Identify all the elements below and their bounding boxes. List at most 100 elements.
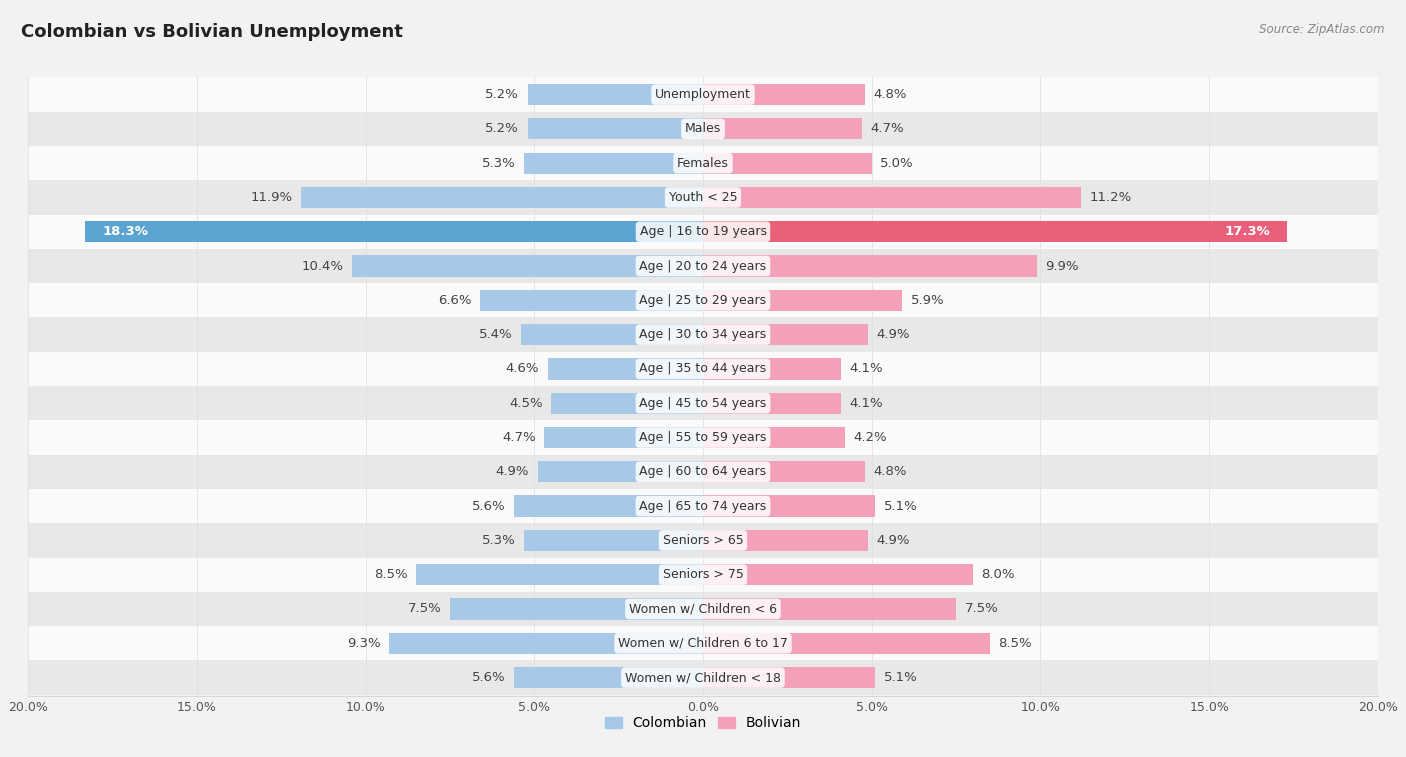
Text: Age | 30 to 34 years: Age | 30 to 34 years (640, 328, 766, 341)
Bar (703, 496, 875, 517)
Text: Youth < 25: Youth < 25 (669, 191, 737, 204)
Text: 8.5%: 8.5% (998, 637, 1032, 650)
Text: 7.5%: 7.5% (408, 603, 441, 615)
Text: 4.1%: 4.1% (849, 363, 883, 375)
Text: 4.9%: 4.9% (496, 466, 529, 478)
Bar (28, 249, 1378, 283)
Bar (520, 324, 703, 345)
Text: 5.4%: 5.4% (478, 328, 512, 341)
Text: 11.2%: 11.2% (1090, 191, 1132, 204)
Bar (548, 358, 703, 379)
Text: Unemployment: Unemployment (655, 88, 751, 101)
Bar (703, 461, 865, 482)
Text: 5.2%: 5.2% (485, 88, 519, 101)
Text: 4.8%: 4.8% (873, 466, 907, 478)
Bar (703, 255, 1038, 276)
Bar (703, 393, 841, 414)
Bar (537, 461, 703, 482)
Bar (481, 290, 703, 311)
Bar (703, 84, 865, 105)
Text: 5.2%: 5.2% (485, 123, 519, 136)
Text: 9.3%: 9.3% (347, 637, 381, 650)
Bar (28, 386, 1378, 420)
Text: 5.6%: 5.6% (472, 500, 506, 512)
Bar (28, 558, 1378, 592)
Bar (28, 523, 1378, 558)
Text: 4.6%: 4.6% (506, 363, 540, 375)
Text: Age | 20 to 24 years: Age | 20 to 24 years (640, 260, 766, 273)
Bar (301, 187, 703, 208)
Text: 4.2%: 4.2% (853, 431, 887, 444)
Text: Colombian vs Bolivian Unemployment: Colombian vs Bolivian Unemployment (21, 23, 404, 41)
Text: Women w/ Children 6 to 17: Women w/ Children 6 to 17 (619, 637, 787, 650)
Bar (703, 152, 872, 174)
Text: 5.3%: 5.3% (482, 534, 516, 547)
Text: Age | 25 to 29 years: Age | 25 to 29 years (640, 294, 766, 307)
Bar (28, 489, 1378, 523)
Text: Age | 35 to 44 years: Age | 35 to 44 years (640, 363, 766, 375)
Text: 6.6%: 6.6% (439, 294, 472, 307)
Bar (28, 283, 1378, 317)
Bar (703, 290, 903, 311)
Bar (524, 152, 703, 174)
Text: 4.7%: 4.7% (502, 431, 536, 444)
Bar (86, 221, 703, 242)
Bar (28, 352, 1378, 386)
Bar (450, 598, 703, 620)
Bar (389, 633, 703, 654)
Bar (544, 427, 703, 448)
Bar (515, 496, 703, 517)
Bar (703, 358, 841, 379)
Text: Males: Males (685, 123, 721, 136)
Text: Females: Females (678, 157, 728, 170)
Bar (703, 427, 845, 448)
Bar (416, 564, 703, 585)
Bar (28, 180, 1378, 214)
Text: 4.5%: 4.5% (509, 397, 543, 410)
Text: Age | 65 to 74 years: Age | 65 to 74 years (640, 500, 766, 512)
Bar (703, 118, 862, 139)
Text: 4.8%: 4.8% (873, 88, 907, 101)
Text: Age | 60 to 64 years: Age | 60 to 64 years (640, 466, 766, 478)
Text: Age | 16 to 19 years: Age | 16 to 19 years (640, 226, 766, 238)
Text: Source: ZipAtlas.com: Source: ZipAtlas.com (1260, 23, 1385, 36)
Text: 4.7%: 4.7% (870, 123, 904, 136)
Bar (28, 660, 1378, 695)
Text: 5.9%: 5.9% (911, 294, 945, 307)
Text: Age | 45 to 54 years: Age | 45 to 54 years (640, 397, 766, 410)
Text: 9.9%: 9.9% (1046, 260, 1078, 273)
Bar (352, 255, 703, 276)
Text: 5.6%: 5.6% (472, 671, 506, 684)
Bar (28, 592, 1378, 626)
Legend: Colombian, Bolivian: Colombian, Bolivian (599, 711, 807, 736)
Bar (703, 221, 1286, 242)
Text: Women w/ Children < 18: Women w/ Children < 18 (626, 671, 780, 684)
Bar (524, 530, 703, 551)
Text: 8.5%: 8.5% (374, 569, 408, 581)
Bar (551, 393, 703, 414)
Bar (527, 118, 703, 139)
Text: Women w/ Children < 6: Women w/ Children < 6 (628, 603, 778, 615)
Text: 5.0%: 5.0% (880, 157, 914, 170)
Bar (28, 112, 1378, 146)
Bar (527, 84, 703, 105)
Text: 4.9%: 4.9% (877, 328, 910, 341)
Bar (703, 633, 990, 654)
Text: 7.5%: 7.5% (965, 603, 998, 615)
Text: Age | 55 to 59 years: Age | 55 to 59 years (640, 431, 766, 444)
Bar (703, 187, 1081, 208)
Bar (28, 626, 1378, 660)
Bar (28, 317, 1378, 352)
Text: 8.0%: 8.0% (981, 569, 1015, 581)
Bar (703, 324, 869, 345)
Bar (703, 667, 875, 688)
Text: 18.3%: 18.3% (103, 226, 148, 238)
Text: 11.9%: 11.9% (250, 191, 292, 204)
Bar (28, 214, 1378, 249)
Text: 5.1%: 5.1% (883, 500, 917, 512)
Bar (515, 667, 703, 688)
Text: 10.4%: 10.4% (302, 260, 343, 273)
Text: 5.1%: 5.1% (883, 671, 917, 684)
Text: 5.3%: 5.3% (482, 157, 516, 170)
Bar (703, 530, 869, 551)
